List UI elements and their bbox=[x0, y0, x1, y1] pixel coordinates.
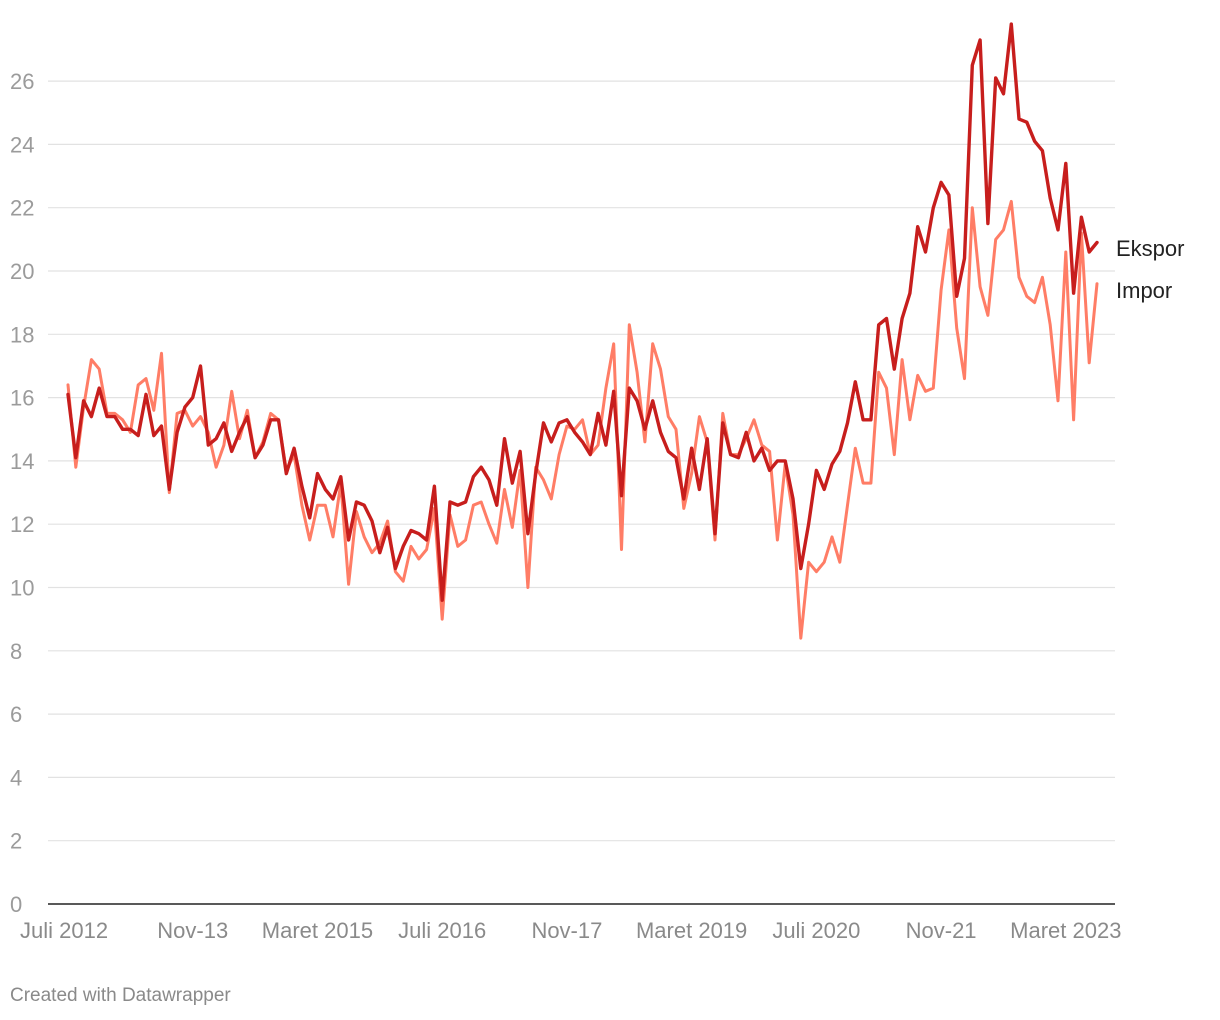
series-labels: Ekspor Impor bbox=[1116, 236, 1184, 303]
y-tick-label: 2 bbox=[10, 829, 22, 854]
y-tick-label: 14 bbox=[10, 449, 34, 474]
y-tick-label: 26 bbox=[10, 69, 34, 94]
y-tick-label: 0 bbox=[10, 892, 22, 917]
x-tick-label: Juli 2016 bbox=[398, 918, 486, 943]
series-label-impor: Impor bbox=[1116, 278, 1172, 303]
x-tick-label: Nov-17 bbox=[531, 918, 602, 943]
series-label-ekspor: Ekspor bbox=[1116, 236, 1184, 261]
x-tick-label: Maret 2015 bbox=[262, 918, 373, 943]
y-tick-label: 22 bbox=[10, 196, 34, 221]
y-tick-label: 12 bbox=[10, 512, 34, 537]
gridlines bbox=[48, 80, 1115, 842]
series-line-impor bbox=[66, 199, 1099, 640]
x-tick-label: Juli 2020 bbox=[772, 918, 860, 943]
y-tick-label: 6 bbox=[10, 702, 22, 727]
datawrapper-credit: Created with Datawrapper bbox=[10, 985, 231, 1006]
y-tick-label: 18 bbox=[10, 322, 34, 347]
x-tick-label: Nov-13 bbox=[157, 918, 228, 943]
y-tick-label: 16 bbox=[10, 386, 34, 411]
series-lines bbox=[66, 22, 1099, 640]
x-tick-label: Nov-21 bbox=[906, 918, 977, 943]
x-tick-label: Maret 2023 bbox=[1010, 918, 1121, 943]
y-tick-label: 20 bbox=[10, 259, 34, 284]
y-tick-label: 10 bbox=[10, 576, 34, 601]
x-axis-ticks: Juli 2012 Nov-13 Maret 2015 Juli 2016 Nov-17… bbox=[20, 918, 1121, 943]
x-tick-label: Maret 2019 bbox=[636, 918, 747, 943]
y-tick-label: 4 bbox=[10, 765, 22, 790]
x-tick-label: Juli 2012 bbox=[20, 918, 108, 943]
series-line-ekspor bbox=[66, 22, 1099, 602]
y-tick-label: 8 bbox=[10, 639, 22, 664]
y-tick-label: 24 bbox=[10, 132, 34, 157]
